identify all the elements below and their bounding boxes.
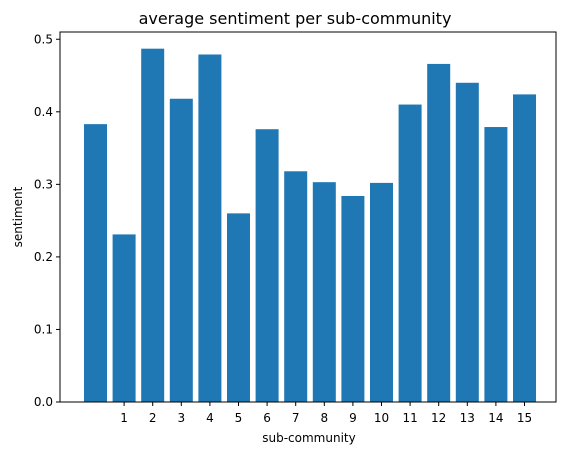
bar-9 xyxy=(341,195,365,402)
bar-14 xyxy=(484,127,508,402)
bar-7 xyxy=(284,171,308,402)
x-tick-label: 3 xyxy=(177,411,185,425)
x-tick-label: 12 xyxy=(431,411,446,425)
chart-title: average sentiment per sub-community xyxy=(139,9,452,28)
bar-5 xyxy=(227,213,250,402)
bar-11 xyxy=(398,104,422,403)
y-tick-label: 0.5 xyxy=(34,32,53,46)
bar-10 xyxy=(370,182,393,402)
x-tick-label: 4 xyxy=(206,411,214,425)
y-tick-label: 0.0 xyxy=(34,395,53,409)
x-tick-label: 6 xyxy=(263,411,271,425)
y-axis-label: sentiment xyxy=(11,186,25,247)
bar-2 xyxy=(141,48,165,402)
bar-15 xyxy=(513,94,536,402)
x-tick-label: 10 xyxy=(374,411,389,425)
x-axis-ticks: 1 2 3 4 5 6 7 8 9 10 11 12 13 14 15 xyxy=(120,402,532,425)
x-axis-label: sub-community xyxy=(262,431,355,445)
bar-0 xyxy=(84,124,107,402)
x-tick-label: 1 xyxy=(120,411,128,425)
x-tick-label: 5 xyxy=(235,411,243,425)
y-tick-label: 0.2 xyxy=(34,250,53,264)
bar-3 xyxy=(169,98,193,402)
bar-13 xyxy=(455,82,479,402)
bars-group xyxy=(84,48,536,403)
bar-6 xyxy=(255,129,279,402)
bar-12 xyxy=(427,63,451,403)
x-tick-label: 7 xyxy=(292,411,300,425)
y-tick-label: 0.3 xyxy=(34,177,53,191)
x-tick-label: 15 xyxy=(517,411,532,425)
y-tick-label: 0.1 xyxy=(34,322,53,336)
plot-frame xyxy=(59,31,557,403)
y-tick-label: 0.4 xyxy=(34,105,53,119)
bar-8 xyxy=(312,182,336,402)
x-tick-label: 11 xyxy=(402,411,417,425)
x-tick-label: 13 xyxy=(460,411,475,425)
x-tick-label: 8 xyxy=(320,411,328,425)
bar-4 xyxy=(198,54,222,403)
x-tick-label: 2 xyxy=(149,411,157,425)
x-tick-label: 9 xyxy=(349,411,357,425)
bar-1 xyxy=(112,234,136,402)
x-tick-label: 14 xyxy=(488,411,503,425)
y-axis-ticks: 0.0 0.1 0.2 0.3 0.4 0.5 xyxy=(34,32,60,409)
